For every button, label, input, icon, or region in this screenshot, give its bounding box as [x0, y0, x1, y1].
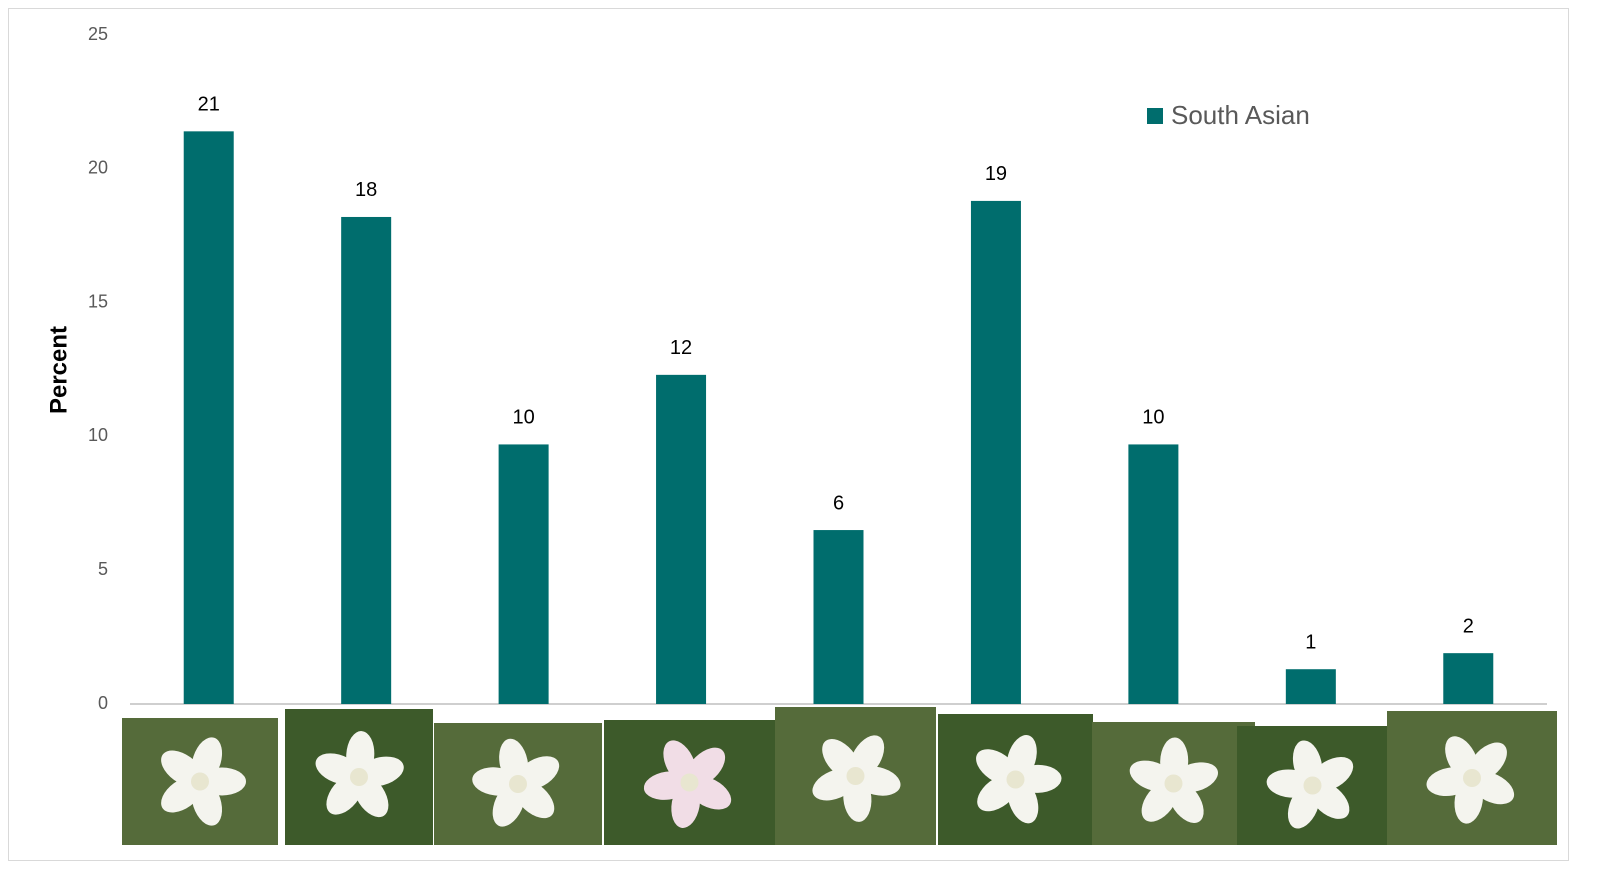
y-tick-label: 20: [88, 158, 108, 178]
flower-petal: [356, 756, 404, 787]
data-label: 10: [1142, 407, 1164, 429]
flower-petal: [1160, 737, 1189, 786]
y-axis-label: Percent: [45, 326, 72, 414]
flower-center: [350, 768, 368, 786]
flower-center: [680, 773, 699, 792]
bar: [183, 131, 234, 704]
flower-center: [509, 775, 527, 793]
legend-swatch: [1147, 108, 1163, 124]
flower-petal: [671, 780, 701, 828]
data-label: 18: [355, 179, 377, 201]
flower-petal: [191, 737, 223, 784]
data-label: 6: [833, 492, 844, 514]
chart-border: [8, 8, 1569, 861]
y-tick-label: 0: [98, 693, 108, 713]
data-label: 2: [1463, 615, 1474, 637]
flower-center: [846, 767, 865, 785]
flower-center: [1006, 770, 1025, 789]
flower-center: [1463, 769, 1481, 787]
bar: [498, 444, 549, 704]
data-label: 10: [512, 407, 534, 429]
bar: [656, 374, 707, 704]
data-label: 12: [670, 337, 692, 359]
flower-images: [122, 707, 1557, 845]
y-tick-label: 10: [88, 425, 108, 445]
data-label: 19: [985, 163, 1007, 185]
data-label: 1: [1305, 631, 1316, 653]
data-label: 21: [198, 94, 220, 116]
bar: [970, 200, 1021, 705]
bar: [1128, 444, 1179, 704]
flower-center: [191, 772, 209, 791]
bar: [1285, 669, 1336, 704]
y-tick-label: 25: [88, 24, 108, 44]
y-tick-label: 5: [98, 559, 108, 579]
bar: [813, 530, 864, 704]
bar: [341, 216, 392, 704]
flower-center: [1303, 776, 1322, 795]
bar: [1443, 653, 1494, 704]
y-tick-label: 15: [88, 291, 108, 311]
flower-center: [1164, 774, 1183, 793]
legend-label: South Asian: [1171, 100, 1310, 130]
